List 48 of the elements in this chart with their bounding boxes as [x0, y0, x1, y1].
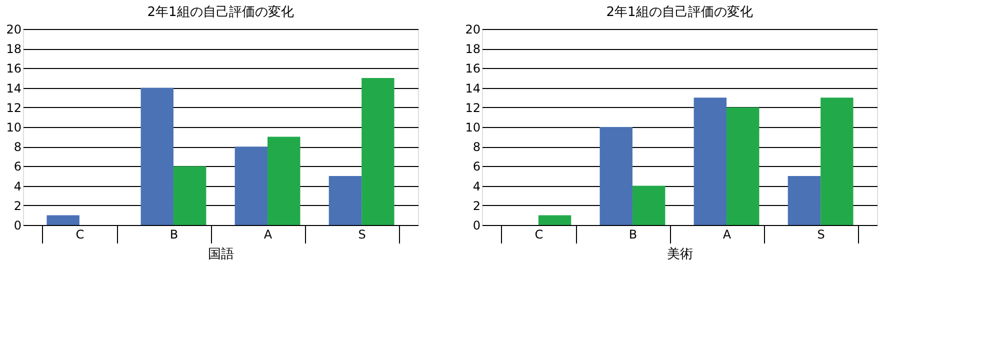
y-tick-label: 8 [472, 140, 480, 154]
y-tick-label: 20 [6, 22, 22, 36]
bar [46, 215, 80, 225]
bar [538, 215, 572, 225]
bar [362, 78, 394, 225]
y-tick-label: 4 [472, 179, 480, 194]
x-tick-label: A [264, 228, 273, 242]
x-axis-title: 国語 [208, 247, 234, 262]
x-tick-label: S [817, 228, 825, 242]
y-tick-label: 10 [465, 120, 480, 134]
y-tick-label: 16 [6, 62, 22, 76]
y-tick-label: 14 [6, 81, 22, 96]
y-tick-label: 8 [14, 140, 22, 154]
y-tick-label: 4 [14, 179, 22, 194]
x-tick-label: A [722, 228, 732, 242]
y-tick-label: 6 [472, 160, 480, 174]
y-tick-label: 20 [465, 22, 480, 36]
bar [726, 107, 760, 225]
bar [820, 98, 854, 225]
x-tick-label: C [534, 228, 544, 242]
bar [268, 136, 300, 225]
chart-title: 2年1組の自己評価の変化 [147, 4, 294, 20]
y-tick-label: 18 [465, 42, 480, 56]
x-axis-title: 美術 [667, 246, 693, 262]
bar [328, 176, 362, 225]
bar [632, 186, 666, 225]
bar [694, 98, 727, 225]
y-tick-label: 0 [14, 218, 22, 232]
bar [788, 176, 821, 225]
x-tick-label: S [358, 228, 366, 242]
bar [600, 127, 632, 225]
y-tick-label: 6 [14, 160, 22, 174]
y-tick-label: 12 [6, 100, 22, 115]
bar [140, 88, 174, 225]
y-tick-label: 0 [472, 218, 480, 232]
y-tick-label: 18 [6, 42, 22, 56]
y-tick-label: 12 [465, 100, 480, 115]
y-tick-label: 2 [14, 198, 22, 213]
bar [234, 146, 268, 225]
x-tick-label: C [76, 228, 84, 242]
y-tick-label: 16 [465, 62, 480, 76]
chart-title: 2年1組の自己評価の変化 [606, 4, 753, 20]
x-tick-label: B [170, 228, 178, 242]
y-tick-label: 2 [472, 198, 480, 213]
bar [173, 166, 206, 225]
x-tick-label: B [628, 228, 638, 242]
y-tick-label: 14 [465, 81, 480, 96]
y-tick-label: 10 [6, 120, 22, 134]
